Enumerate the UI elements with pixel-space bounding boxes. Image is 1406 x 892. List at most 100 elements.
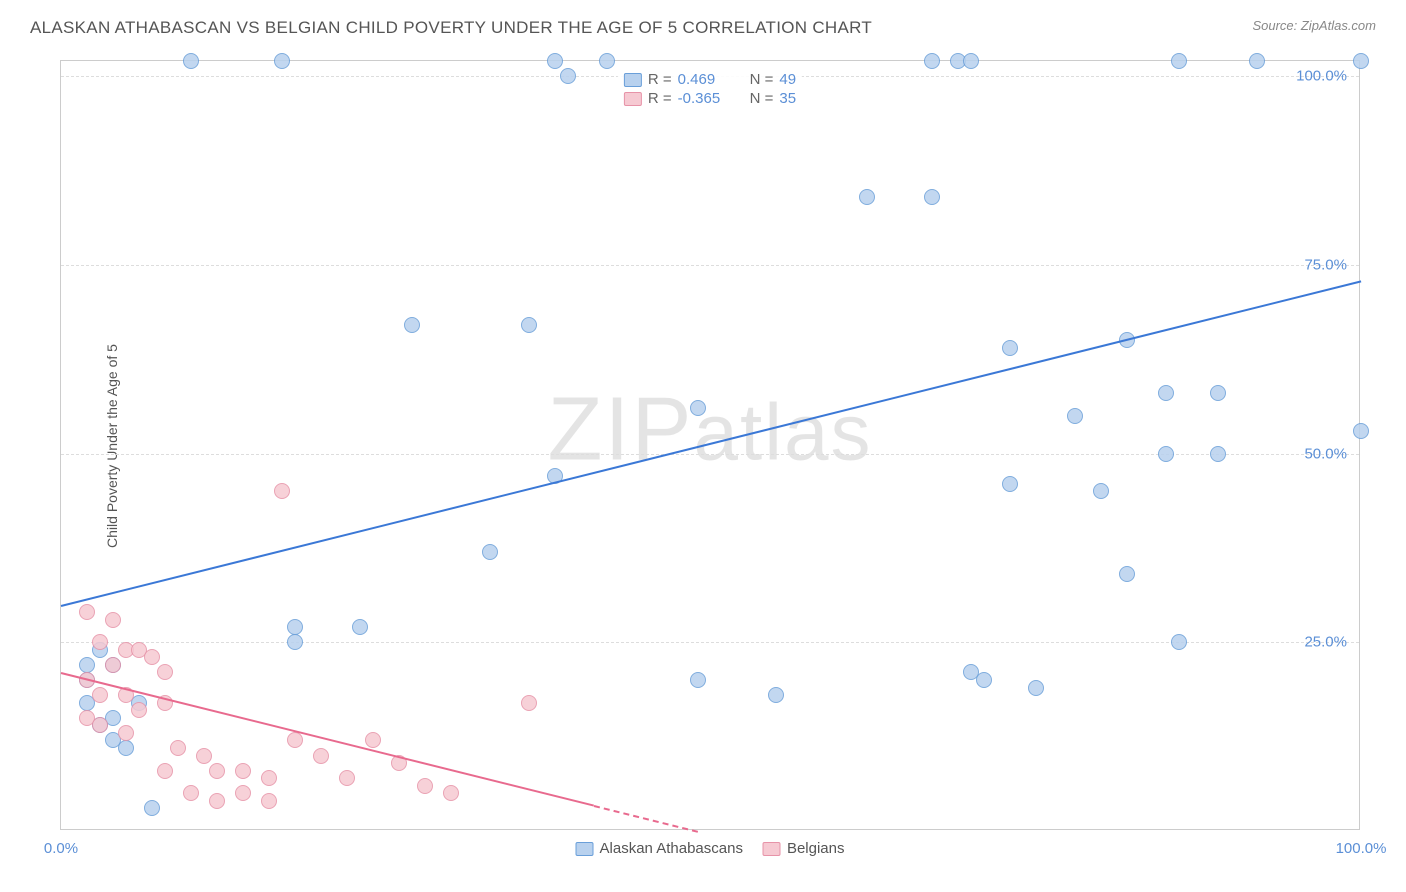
data-point-alaskan xyxy=(1249,53,1265,69)
data-point-belgian xyxy=(170,740,186,756)
data-point-alaskan xyxy=(482,544,498,560)
data-point-alaskan xyxy=(924,53,940,69)
data-point-alaskan xyxy=(521,317,537,333)
source-prefix: Source: xyxy=(1252,18,1300,33)
data-point-alaskan xyxy=(287,619,303,635)
correlation-legend: R = 0.469 N = 49 R = -0.365 N = 35 xyxy=(618,67,802,111)
grid-line xyxy=(61,265,1359,266)
data-point-alaskan xyxy=(352,619,368,635)
data-point-alaskan xyxy=(1210,446,1226,462)
data-point-belgian xyxy=(105,612,121,628)
data-point-alaskan xyxy=(274,53,290,69)
data-point-alaskan xyxy=(1093,483,1109,499)
data-point-alaskan xyxy=(1353,53,1369,69)
data-point-belgian xyxy=(92,687,108,703)
data-point-belgian xyxy=(274,483,290,499)
data-point-belgian xyxy=(144,649,160,665)
chart-source: Source: ZipAtlas.com xyxy=(1252,18,1376,33)
data-point-alaskan xyxy=(1028,680,1044,696)
correlation-legend-row: R = 0.469 N = 49 xyxy=(624,71,796,88)
data-point-alaskan xyxy=(1171,634,1187,650)
legend-swatch xyxy=(624,92,642,106)
data-point-belgian xyxy=(209,793,225,809)
grid-line xyxy=(61,642,1359,643)
y-tick-label: 75.0% xyxy=(1304,256,1347,273)
trend-line-dashed xyxy=(594,805,698,833)
legend-swatch xyxy=(576,842,594,856)
series-legend-item: Belgians xyxy=(763,840,845,857)
data-point-alaskan xyxy=(924,189,940,205)
x-tick-label: 100.0% xyxy=(1336,840,1387,857)
data-point-belgian xyxy=(339,770,355,786)
chart-header: ALASKAN ATHABASCAN VS BELGIAN CHILD POVE… xyxy=(30,18,1376,38)
correlation-legend-row: R = -0.365 N = 35 xyxy=(624,90,796,107)
data-point-alaskan xyxy=(118,740,134,756)
data-point-belgian xyxy=(365,732,381,748)
data-point-alaskan xyxy=(183,53,199,69)
data-point-alaskan xyxy=(1210,385,1226,401)
data-point-alaskan xyxy=(690,400,706,416)
data-point-belgian xyxy=(521,695,537,711)
data-point-belgian xyxy=(118,725,134,741)
data-point-belgian xyxy=(235,785,251,801)
data-point-alaskan xyxy=(963,53,979,69)
data-point-alaskan xyxy=(404,317,420,333)
r-label: R = xyxy=(648,71,672,88)
source-name: ZipAtlas.com xyxy=(1301,18,1376,33)
data-point-alaskan xyxy=(287,634,303,650)
data-point-alaskan xyxy=(599,53,615,69)
y-tick-label: 100.0% xyxy=(1296,68,1347,85)
x-tick-label: 0.0% xyxy=(44,840,78,857)
data-point-belgian xyxy=(92,634,108,650)
data-point-belgian xyxy=(235,763,251,779)
data-point-alaskan xyxy=(690,672,706,688)
data-point-belgian xyxy=(196,748,212,764)
y-tick-label: 50.0% xyxy=(1304,445,1347,462)
legend-swatch xyxy=(763,842,781,856)
data-point-alaskan xyxy=(768,687,784,703)
data-point-belgian xyxy=(157,763,173,779)
trend-line xyxy=(61,280,1361,607)
data-point-belgian xyxy=(157,664,173,680)
r-value: -0.365 xyxy=(678,90,734,107)
data-point-belgian xyxy=(92,717,108,733)
watermark-text: ZIPatlas xyxy=(548,378,873,481)
n-value: 49 xyxy=(779,71,796,88)
data-point-belgian xyxy=(443,785,459,801)
data-point-belgian xyxy=(183,785,199,801)
data-point-alaskan xyxy=(1002,476,1018,492)
legend-swatch xyxy=(624,73,642,87)
y-tick-label: 25.0% xyxy=(1304,634,1347,651)
data-point-belgian xyxy=(131,702,147,718)
data-point-belgian xyxy=(313,748,329,764)
data-point-belgian xyxy=(209,763,225,779)
data-point-alaskan xyxy=(1171,53,1187,69)
data-point-belgian xyxy=(105,657,121,673)
n-value: 35 xyxy=(779,90,796,107)
n-label: N = xyxy=(750,71,774,88)
data-point-alaskan xyxy=(963,664,979,680)
series-legend-label: Alaskan Athabascans xyxy=(600,840,743,857)
series-legend-label: Belgians xyxy=(787,840,845,857)
data-point-belgian xyxy=(261,770,277,786)
data-point-alaskan xyxy=(1002,340,1018,356)
data-point-alaskan xyxy=(1119,566,1135,582)
r-value: 0.469 xyxy=(678,71,734,88)
series-legend: Alaskan Athabascans Belgians xyxy=(576,840,845,857)
data-point-alaskan xyxy=(144,800,160,816)
chart-title: ALASKAN ATHABASCAN VS BELGIAN CHILD POVE… xyxy=(30,18,872,38)
data-point-belgian xyxy=(287,732,303,748)
data-point-alaskan xyxy=(547,53,563,69)
data-point-alaskan xyxy=(560,68,576,84)
data-point-alaskan xyxy=(79,657,95,673)
r-label: R = xyxy=(648,90,672,107)
data-point-alaskan xyxy=(1158,446,1174,462)
data-point-alaskan xyxy=(1067,408,1083,424)
series-legend-item: Alaskan Athabascans xyxy=(576,840,743,857)
scatter-plot: ZIPatlas 25.0%50.0%75.0%100.0%0.0%100.0%… xyxy=(60,60,1360,830)
data-point-alaskan xyxy=(1353,423,1369,439)
data-point-alaskan xyxy=(1158,385,1174,401)
n-label: N = xyxy=(750,90,774,107)
data-point-belgian xyxy=(261,793,277,809)
trend-line xyxy=(61,672,594,807)
